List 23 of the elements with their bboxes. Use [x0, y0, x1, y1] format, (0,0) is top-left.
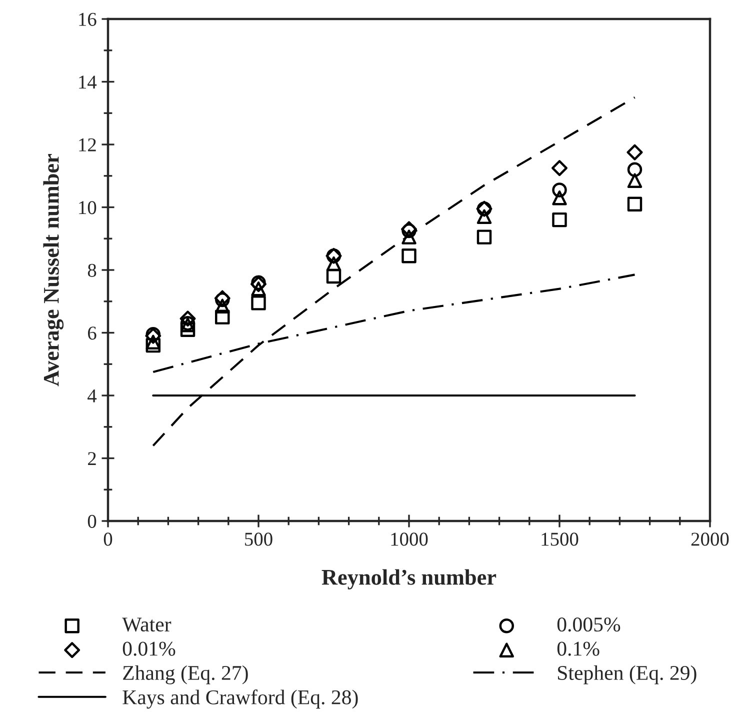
y-tick-label: 4 [88, 389, 97, 402]
y-tick-label: 14 [79, 76, 97, 88]
legend-label: 0.01% [122, 642, 176, 656]
x-tick-label: 1000 [391, 532, 428, 546]
x-tick-label: 500 [245, 532, 272, 546]
x-tick-label: 0 [104, 532, 112, 546]
y-tick-label: 12 [79, 138, 96, 152]
y-tick-label: 8 [88, 264, 96, 277]
x-tick-label: 2000 [691, 532, 729, 546]
y-tick-label: 10 [79, 201, 96, 214]
x-axis-title: Reynold’s number [322, 569, 496, 590]
legend-label: Kays and Crawford (Eq. 28) [122, 689, 358, 709]
legend-label: 0.005% [557, 617, 620, 632]
y-axis-title: Average Nusselt number [43, 154, 64, 386]
legend-label: Stephen (Eq. 29) [558, 665, 696, 684]
y-tick-label: 6 [88, 326, 96, 340]
y-tick-label: 2 [88, 452, 96, 465]
x-tick-label: 1500 [542, 532, 578, 546]
legend-label: 0.1% [557, 642, 600, 656]
y-tick-label: 0 [88, 514, 96, 528]
legend-label: Zhang (Eq. 27) [123, 665, 248, 684]
legend-label: Water [122, 618, 172, 632]
y-tick-label: 16 [79, 12, 96, 26]
